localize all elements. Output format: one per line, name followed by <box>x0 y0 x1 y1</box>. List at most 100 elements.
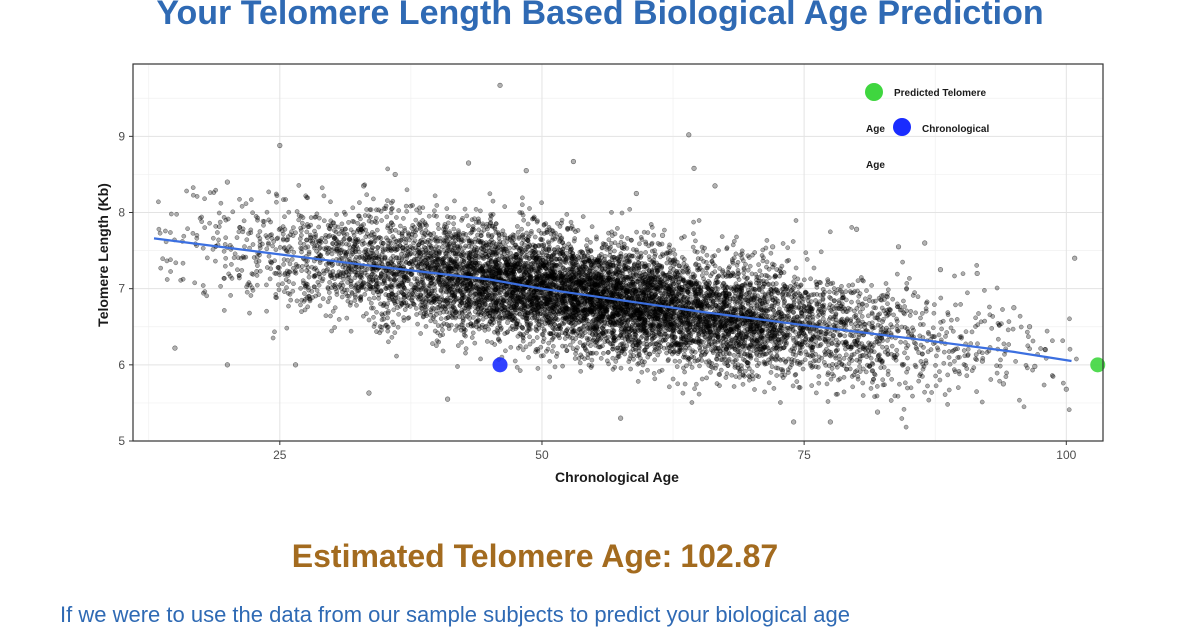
sample-point <box>168 211 174 217</box>
sample-point <box>391 307 397 313</box>
sample-point <box>631 356 636 362</box>
sample-point <box>464 213 470 219</box>
sample-point <box>323 239 329 245</box>
sample-point <box>525 221 531 227</box>
sample-point <box>321 268 326 274</box>
sample-point <box>216 237 221 243</box>
sample-point <box>276 287 282 293</box>
sample-point <box>680 390 686 396</box>
sample-point <box>184 188 189 194</box>
sample-point <box>835 391 840 397</box>
sample-point <box>740 381 746 387</box>
sample-point <box>754 357 759 363</box>
sample-point <box>267 276 273 282</box>
sample-point <box>519 202 525 208</box>
sample-point <box>348 328 354 334</box>
sample-point <box>472 340 478 346</box>
sample-point <box>502 204 508 209</box>
sample-point <box>478 356 483 362</box>
sample-point <box>471 315 476 320</box>
sample-point <box>480 221 486 227</box>
sample-point <box>319 278 325 284</box>
sample-point <box>747 349 753 355</box>
sample-point <box>926 397 932 403</box>
sample-point <box>547 358 553 364</box>
sample-point <box>451 226 457 232</box>
sample-point <box>768 370 774 375</box>
sample-point <box>867 294 873 300</box>
sample-point <box>467 316 472 321</box>
sample-point <box>281 262 286 267</box>
sample-point <box>289 257 295 262</box>
sample-point <box>414 276 420 282</box>
sample-point <box>305 258 310 264</box>
sample-point <box>266 189 272 195</box>
sample-point <box>300 278 306 284</box>
sample-point <box>862 321 867 327</box>
sample-point <box>865 313 871 319</box>
sample-point <box>912 290 917 295</box>
sample-point <box>521 217 527 223</box>
sample-point <box>691 231 696 236</box>
sample-point <box>527 334 532 340</box>
sample-point <box>272 270 278 276</box>
sample-point <box>1000 307 1005 312</box>
sample-point <box>285 290 291 296</box>
sample-point <box>226 271 232 277</box>
sample-point <box>891 312 896 318</box>
sample-point <box>839 362 845 368</box>
sample-point <box>1038 346 1043 351</box>
sample-point <box>371 295 377 301</box>
sample-point <box>859 314 865 319</box>
sample-point <box>843 289 849 294</box>
sample-point <box>372 321 378 327</box>
sample-point <box>750 252 755 258</box>
sample-point <box>974 263 980 268</box>
sample-point <box>1013 359 1018 364</box>
sample-point <box>366 296 372 302</box>
sample-point <box>469 335 475 340</box>
sample-point <box>221 308 227 313</box>
sample-point <box>901 406 907 412</box>
sample-point <box>185 226 190 232</box>
sample-point <box>628 366 633 372</box>
sample-point <box>305 224 311 230</box>
sample-point <box>900 259 905 265</box>
sample-point <box>666 384 672 390</box>
sample-point <box>860 393 866 398</box>
sample-point <box>374 309 379 315</box>
sample-point <box>762 389 767 395</box>
sample-point <box>371 196 376 202</box>
sample-point <box>539 200 544 206</box>
sample-point <box>816 380 822 386</box>
sample-point <box>954 317 960 322</box>
telomere-chart: 25 50 75 100 5 6 7 8 9 Predicted Telomere Age Ch… <box>95 63 1106 485</box>
sample-point <box>399 255 405 261</box>
sample-point <box>1017 397 1022 403</box>
sample-point <box>953 302 958 308</box>
sample-point <box>287 244 292 250</box>
sample-point <box>385 198 390 203</box>
sample-point <box>1024 329 1030 335</box>
sample-point <box>270 335 276 341</box>
sample-point <box>774 373 780 378</box>
sample-point <box>997 378 1002 384</box>
sample-point <box>164 277 170 282</box>
sample-point <box>655 352 661 358</box>
sample-point <box>284 285 289 290</box>
sample-point <box>168 230 173 235</box>
sample-point <box>228 293 233 298</box>
sample-point <box>312 243 318 249</box>
sample-point <box>955 385 961 390</box>
sample-point <box>280 281 285 287</box>
sample-point <box>689 400 695 405</box>
sample-point <box>609 210 614 215</box>
sample-point <box>264 282 269 288</box>
sample-point <box>689 365 695 370</box>
sample-point <box>368 214 373 220</box>
sample-point <box>236 229 242 235</box>
sample-point <box>1044 328 1050 334</box>
sample-point <box>1026 334 1031 339</box>
sample-point <box>291 250 297 255</box>
sample-point <box>547 374 553 380</box>
